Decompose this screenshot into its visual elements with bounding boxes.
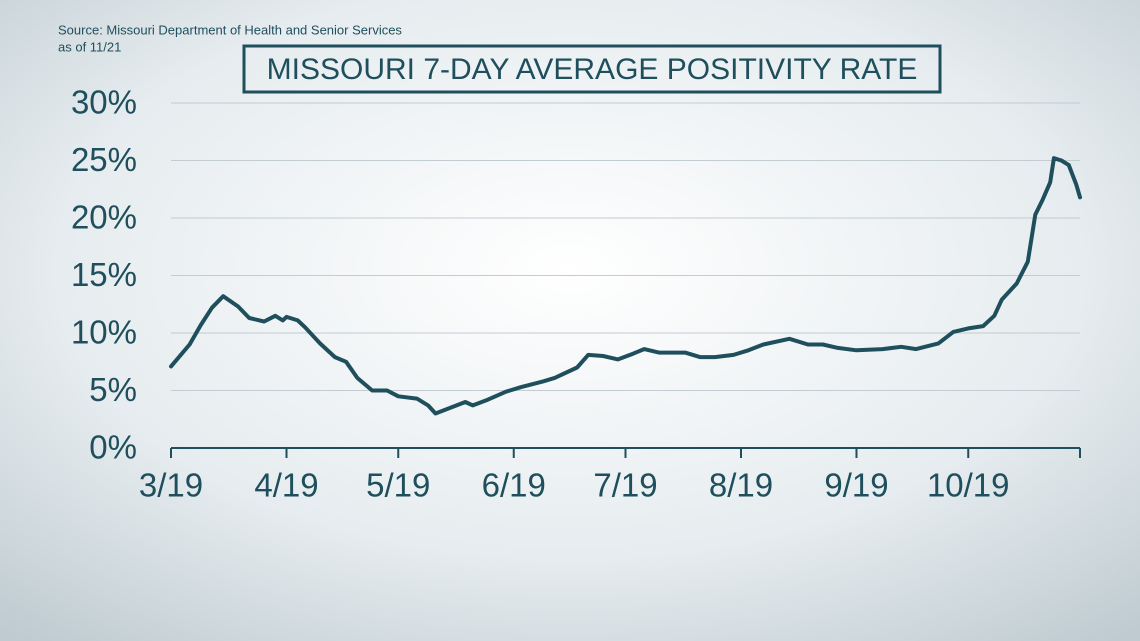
x-tick-label: 5/19 xyxy=(366,467,430,504)
y-tick-label: 15% xyxy=(71,256,137,293)
line xyxy=(169,156,1082,416)
y-tick-label: 5% xyxy=(89,371,137,408)
chart-title: MISSOURI 7-DAY AVERAGE POSITIVITY RATE xyxy=(267,53,918,86)
title-box xyxy=(242,44,942,94)
x-tick-label: 3/19 xyxy=(139,467,203,504)
y-tick-label: 20% xyxy=(71,199,137,236)
y-tick-label: 25% xyxy=(71,141,137,178)
as-of: as of 11/21 xyxy=(58,39,121,54)
y-tick-label: 10% xyxy=(71,314,137,351)
x-tick-label: 9/19 xyxy=(824,467,888,504)
x-tick-label: 8/19 xyxy=(709,467,773,504)
x-tick-label: 6/19 xyxy=(482,467,546,504)
source: Source: Missouri Department of Health an… xyxy=(58,22,402,37)
y-tick-label: 30% xyxy=(71,84,137,121)
x-tick-label: 10/19 xyxy=(927,467,1010,504)
x-tick-label: 4/19 xyxy=(254,467,318,504)
y-tick-label: 0% xyxy=(89,429,137,466)
x-tick-label: 7/19 xyxy=(593,467,657,504)
